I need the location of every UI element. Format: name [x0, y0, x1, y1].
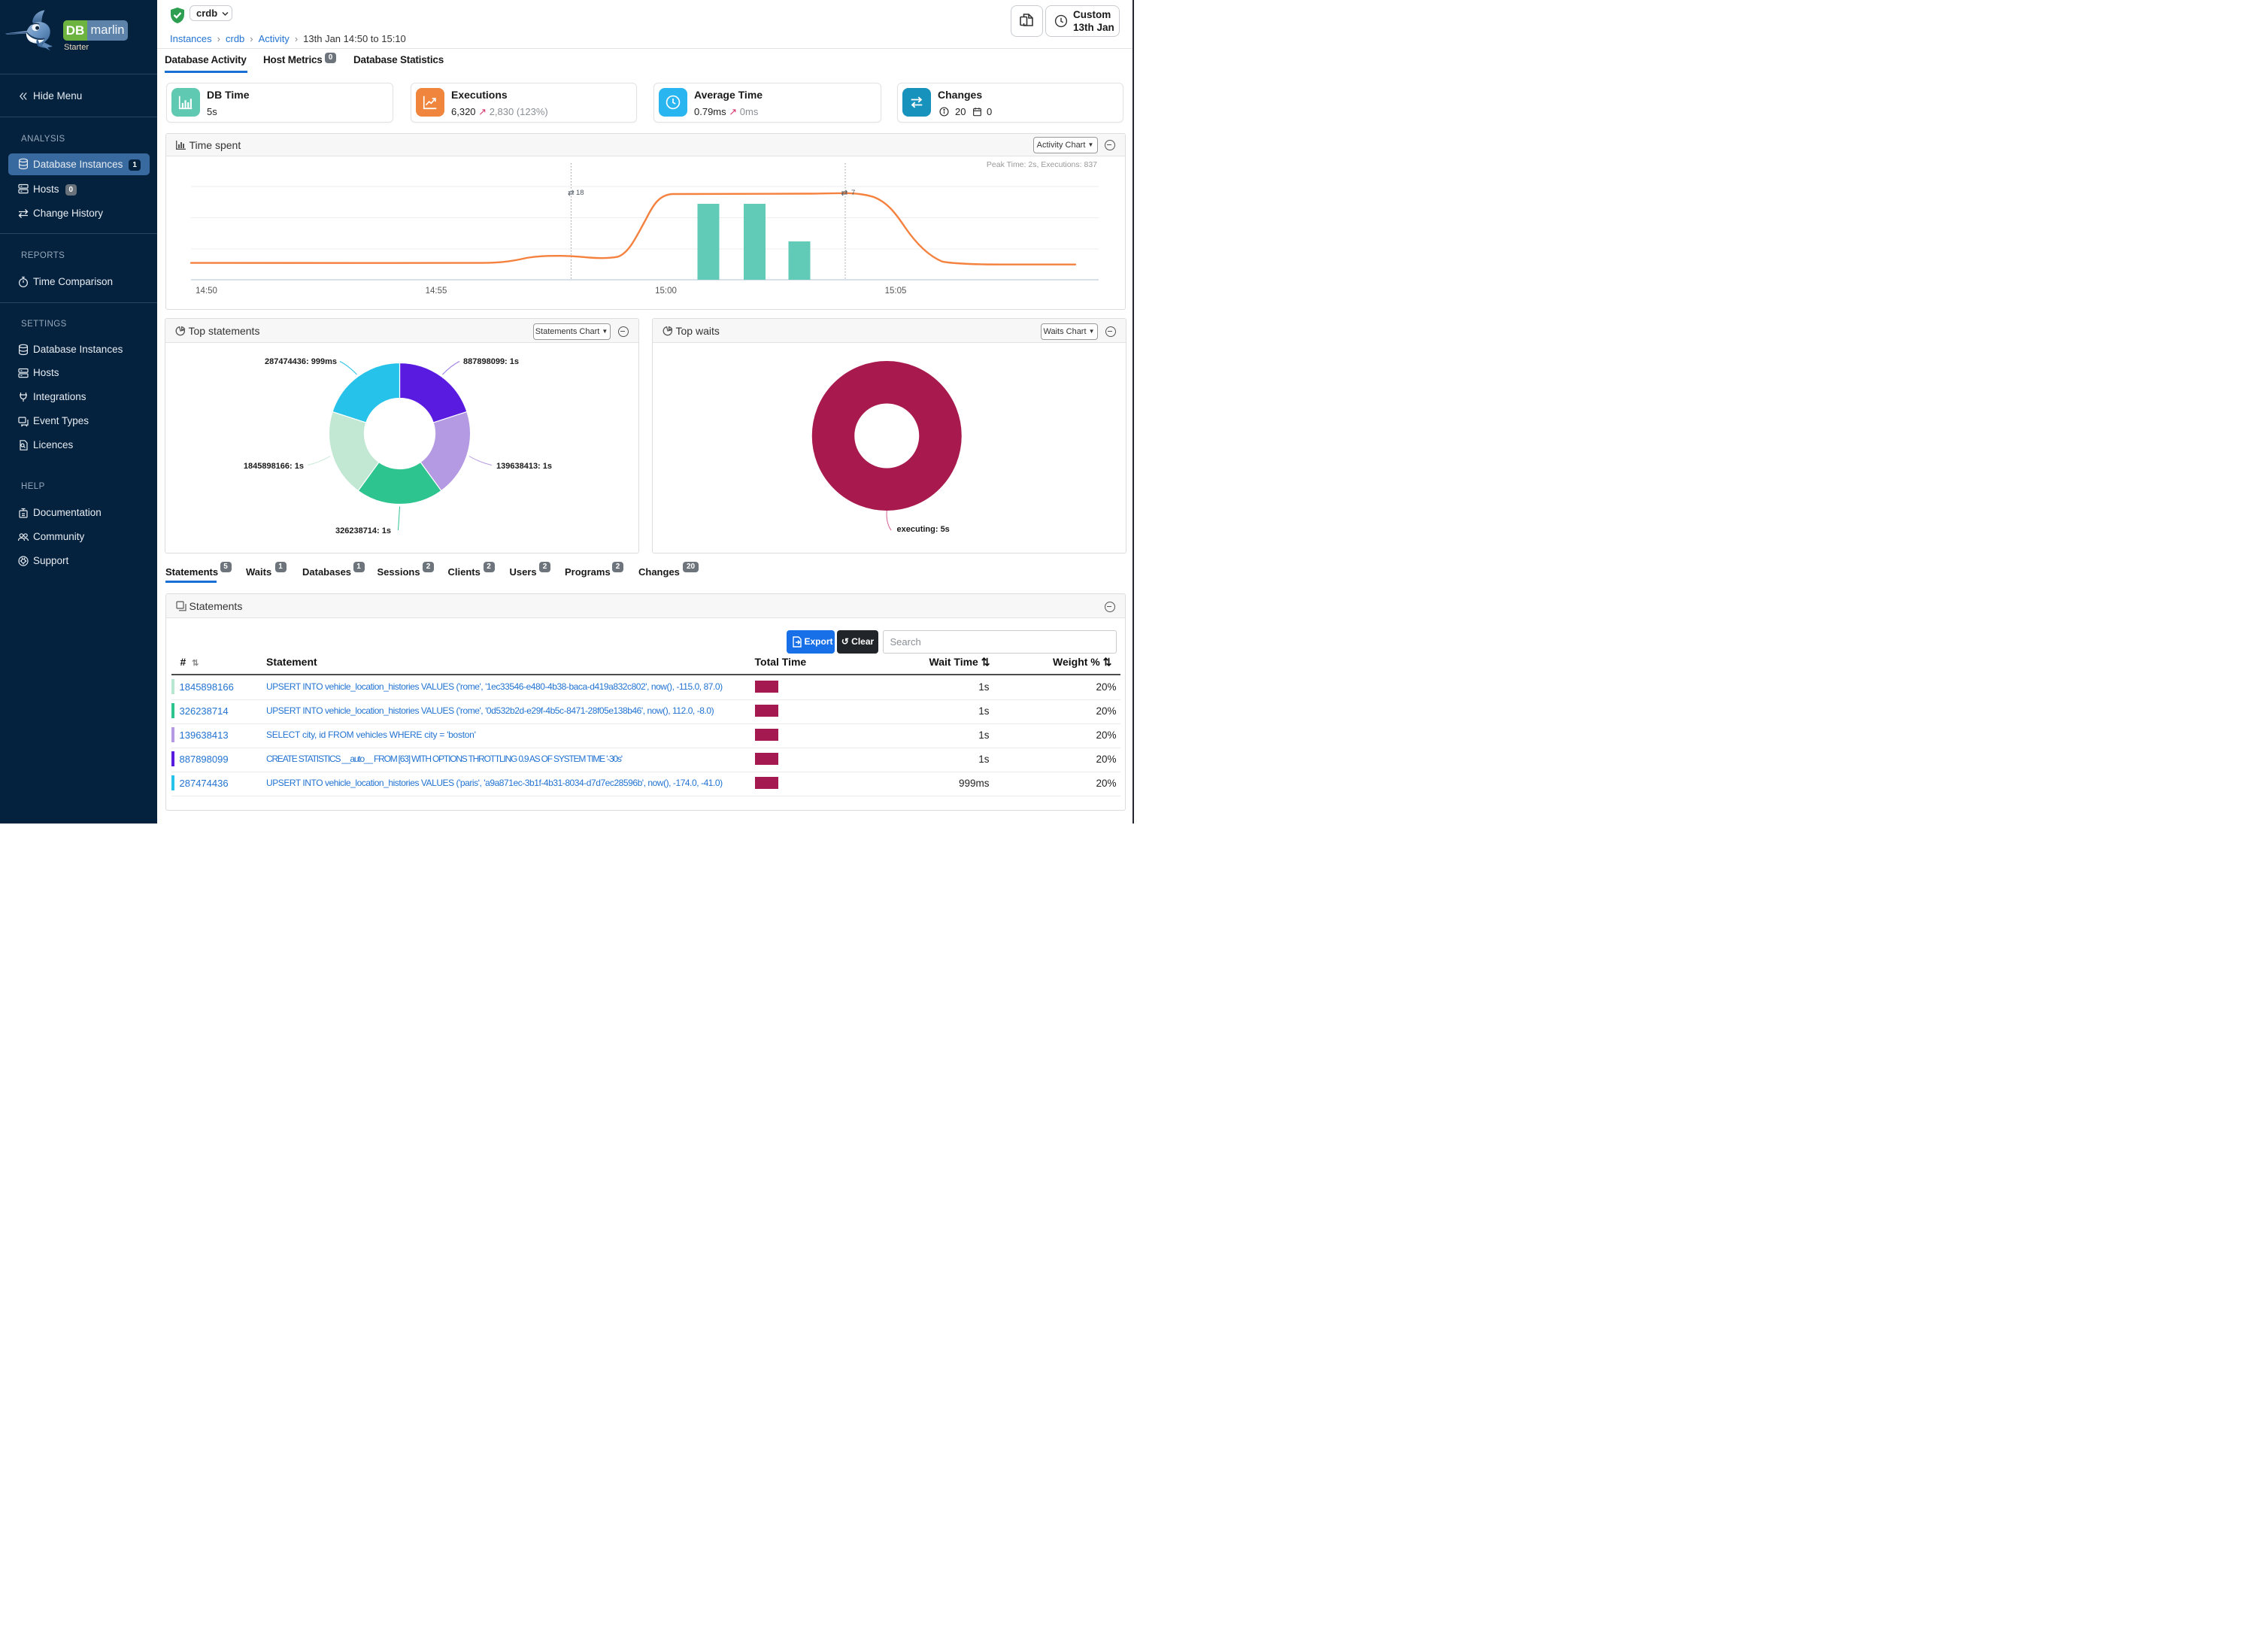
svg-text:18: 18: [576, 189, 584, 197]
svg-text:287474436: 999ms: 287474436: 999ms: [264, 357, 336, 366]
svg-text:executing: 5s: executing: 5s: [896, 525, 949, 534]
svg-text:14:55: 14:55: [425, 287, 447, 296]
svg-text:7: 7: [851, 189, 855, 197]
svg-text:15:00: 15:00: [655, 287, 677, 296]
svg-text:15:05: 15:05: [884, 287, 906, 296]
svg-text:887898099: 1s: 887898099: 1s: [463, 357, 519, 366]
svg-text:326238714: 1s: 326238714: 1s: [335, 526, 390, 535]
svg-text:139638413: 1s: 139638413: 1s: [496, 462, 552, 471]
svg-text:1845898166: 1s: 1845898166: 1s: [243, 462, 303, 471]
svg-text:⇄: ⇄: [841, 189, 847, 198]
svg-text:14:50: 14:50: [196, 287, 217, 296]
svg-text:Peak Time: 2s, Executions: 837: Peak Time: 2s, Executions: 837: [986, 160, 1096, 169]
svg-text:⇄: ⇄: [568, 189, 575, 198]
